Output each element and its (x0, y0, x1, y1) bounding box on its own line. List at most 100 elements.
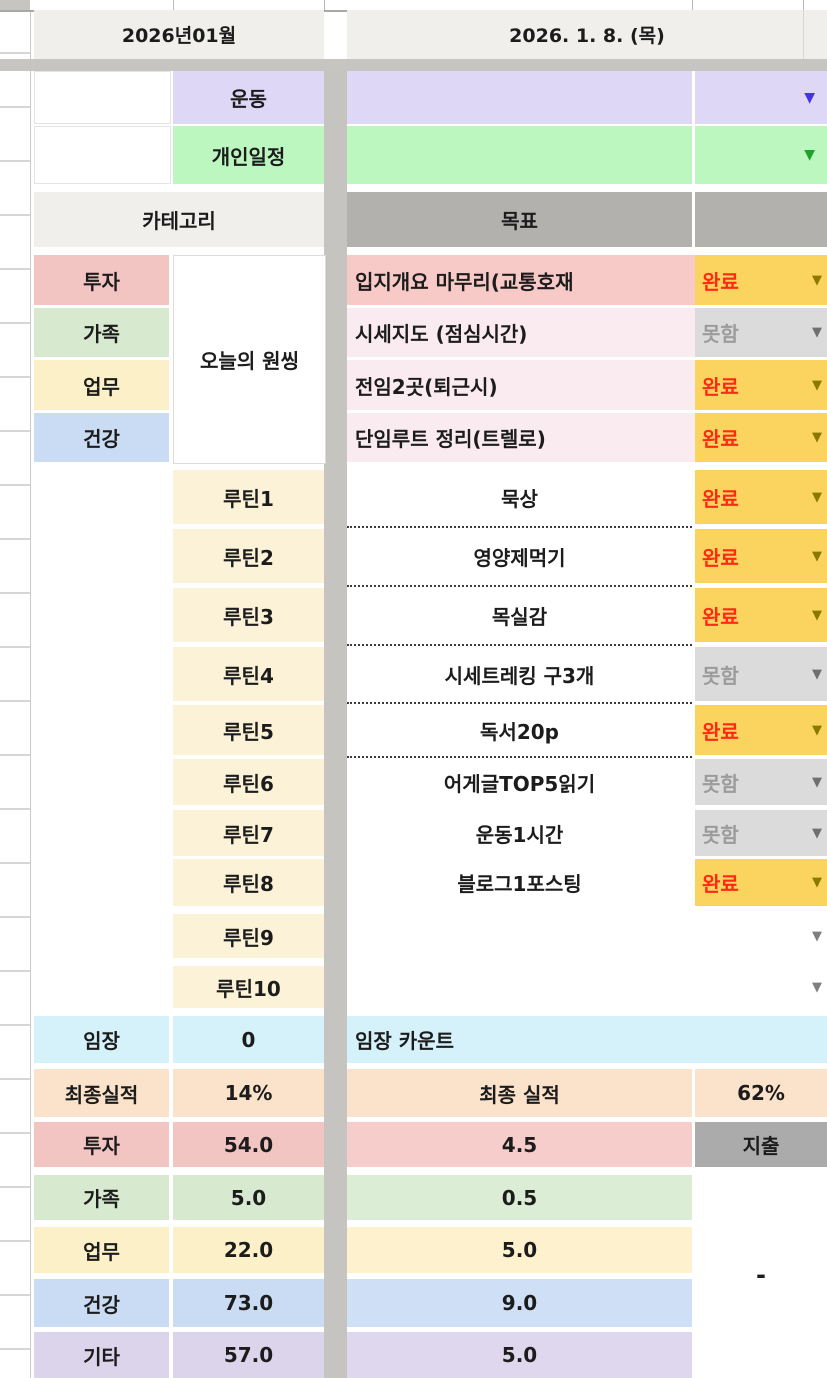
total-day-value-cell[interactable]: 4.5 (347, 1122, 692, 1167)
status-dropdown[interactable]: 못함 ▼ (695, 759, 827, 805)
dropdown-arrow-icon[interactable]: ▼ (812, 272, 822, 288)
status-dropdown[interactable]: 완료 ▼ (695, 360, 827, 410)
routine-row: 루틴3 목실감 완료 ▼ (0, 588, 827, 642)
routine-row: 루틴9 ▼ (0, 914, 827, 958)
total-month-value-cell[interactable]: 73.0 (173, 1279, 324, 1327)
total-month-value-cell[interactable]: 22.0 (173, 1227, 324, 1273)
dropdown-arrow-icon[interactable]: ▼ (804, 147, 815, 163)
routine-goal-cell[interactable]: 블로그1포스팅 (457, 872, 582, 896)
goal-cell[interactable]: 단임루트 정리(트렐로) (347, 413, 700, 462)
status-dropdown[interactable]: 완료 ▼ (695, 470, 827, 524)
expense-header-cell: 지출 (695, 1122, 827, 1167)
routine-row: 루틴4 시세트레킹 구3개 못함 ▼ (0, 647, 827, 701)
category-cell: 건강 (34, 413, 169, 462)
routine-row: 루틴2 영양제먹기 완료 ▼ (0, 529, 827, 583)
status-text: 완료 (702, 872, 739, 896)
routine-goal-cell[interactable]: 목실감 (491, 604, 548, 629)
personal-dropdown[interactable]: ▼ (695, 126, 827, 184)
category-cell: 가족 (34, 308, 169, 357)
total-day-value-cell[interactable]: 0.5 (347, 1175, 692, 1220)
total-day-value-cell[interactable]: 9.0 (347, 1279, 692, 1327)
status-text: 완료 (702, 545, 739, 570)
routine-row: 루틴1 묵상 완료 ▼ (0, 470, 827, 524)
status-dropdown[interactable]: 못함 ▼ (695, 308, 827, 357)
status-dropdown[interactable]: 완료 ▼ (695, 859, 827, 906)
total-day-value-cell[interactable]: 5.0 (347, 1227, 692, 1273)
routine-row: 루틴7 운동1시간 못함 ▼ (0, 810, 827, 856)
dotted-separator (347, 756, 692, 758)
status-text: 완료 (702, 719, 739, 744)
dropdown-arrow-icon[interactable]: ▼ (812, 875, 822, 890)
dotted-separator (347, 702, 692, 704)
routine-goal-cell[interactable]: 독서20p (480, 719, 559, 744)
imjang-count-cell[interactable]: 0 (173, 1016, 324, 1063)
dropdown-arrow-icon[interactable]: ▼ (812, 430, 822, 445)
goal-cell[interactable]: 시세지도 (점심시간) (347, 308, 700, 357)
dropdown-arrow-icon[interactable]: ▼ (812, 489, 822, 505)
imjang-label-cell: 임장 (34, 1016, 169, 1063)
routine-goal-cell[interactable]: 어게글TOP5읽기 (443, 771, 596, 796)
routine-goal-cell[interactable]: 운동1시간 (475, 822, 564, 847)
goal-row: 건강 단임루트 정리(트렐로) 완료 ▼ (0, 413, 827, 462)
exercise-label-cell: 운동 (173, 71, 324, 124)
goal-cell[interactable]: 전임2곳(퇴근시) (347, 360, 700, 410)
routine-goal-cell[interactable]: 시세트레킹 구3개 (444, 663, 595, 688)
status-dropdown[interactable]: ▼ (695, 966, 827, 1008)
goal-row: 투자 입지개요 마무리(교통호재 완료 ▼ (0, 255, 827, 305)
dropdown-arrow-icon[interactable]: ▼ (804, 89, 815, 106)
exercise-row: 운동 ▼ (0, 71, 827, 124)
dropdown-arrow-icon[interactable]: ▼ (812, 722, 822, 738)
dropdown-arrow-icon[interactable]: ▼ (812, 979, 822, 995)
final-day-pct-cell[interactable]: 62% (695, 1069, 827, 1117)
status-dropdown[interactable]: 완료 ▼ (695, 413, 827, 462)
routine-label-cell: 루틴5 (173, 705, 324, 755)
status-dropdown[interactable]: 못함 ▼ (695, 810, 827, 856)
routine-goal-cell[interactable]: 묵상 (501, 486, 538, 511)
status-dropdown[interactable]: 완료 ▼ (695, 529, 827, 583)
total-month-value-cell[interactable]: 5.0 (173, 1175, 324, 1220)
dropdown-arrow-icon[interactable]: ▼ (812, 607, 822, 623)
goal-cell[interactable]: 입지개요 마무리(교통호재 (347, 255, 700, 305)
routine-label-cell: 루틴1 (173, 470, 324, 524)
date-header-cell: 2026. 1. 8. (목) (347, 10, 827, 59)
exercise-dropdown[interactable]: ▼ (695, 71, 827, 124)
dropdown-arrow-icon[interactable]: ▼ (812, 548, 822, 564)
total-row: 기타 57.0 5.0 (0, 1332, 827, 1378)
imjang-extra-cell[interactable] (695, 1016, 827, 1063)
routine-label-cell: 루틴6 (173, 759, 324, 805)
exercise-value-cell[interactable] (347, 71, 692, 124)
dropdown-arrow-icon[interactable]: ▼ (812, 666, 822, 682)
routine-goal-cell[interactable] (347, 966, 692, 1008)
status-dropdown[interactable]: 완료 ▼ (695, 588, 827, 642)
routine-goal-cell[interactable] (347, 914, 692, 958)
total-month-value-cell[interactable]: 57.0 (173, 1332, 324, 1378)
goal-row: 가족 시세지도 (점심시간) 못함 ▼ (0, 308, 827, 357)
category-cell: 업무 (34, 360, 169, 410)
status-text: 완료 (702, 427, 739, 451)
empty-cell[interactable] (34, 71, 171, 124)
dropdown-arrow-icon[interactable]: ▼ (812, 377, 822, 393)
routine-goal-cell[interactable]: 영양제먹기 (473, 545, 566, 570)
status-header-cell (695, 192, 827, 247)
final-month-pct-cell[interactable]: 14% (173, 1069, 324, 1117)
total-day-value-cell[interactable]: 5.0 (347, 1332, 692, 1378)
dropdown-arrow-icon[interactable]: ▼ (812, 825, 822, 841)
dropdown-arrow-icon[interactable]: ▼ (812, 928, 822, 944)
dropdown-arrow-icon[interactable]: ▼ (812, 774, 822, 790)
empty-cell[interactable] (34, 126, 171, 184)
imjang-goal-cell[interactable]: 임장 카운트 (347, 1016, 700, 1063)
status-dropdown[interactable]: 완료 ▼ (695, 255, 827, 305)
status-dropdown[interactable]: 완료 ▼ (695, 705, 827, 755)
category-header-cell: 카테고리 (34, 192, 324, 247)
personal-value-cell[interactable] (347, 126, 692, 184)
status-dropdown[interactable]: ▼ (695, 914, 827, 958)
status-text: 못함 (702, 771, 739, 796)
total-month-value-cell[interactable]: 54.0 (173, 1122, 324, 1167)
frozen-pane-divider (0, 59, 827, 71)
one-thing-cell[interactable]: 오늘의 원씽 (173, 255, 326, 464)
total-row: 가족 5.0 0.5 (0, 1175, 827, 1220)
dropdown-arrow-icon[interactable]: ▼ (812, 325, 822, 340)
dash-cell[interactable]: - (695, 1172, 827, 1378)
routine-label-cell: 루틴4 (173, 647, 324, 701)
status-dropdown[interactable]: 못함 ▼ (695, 647, 827, 701)
